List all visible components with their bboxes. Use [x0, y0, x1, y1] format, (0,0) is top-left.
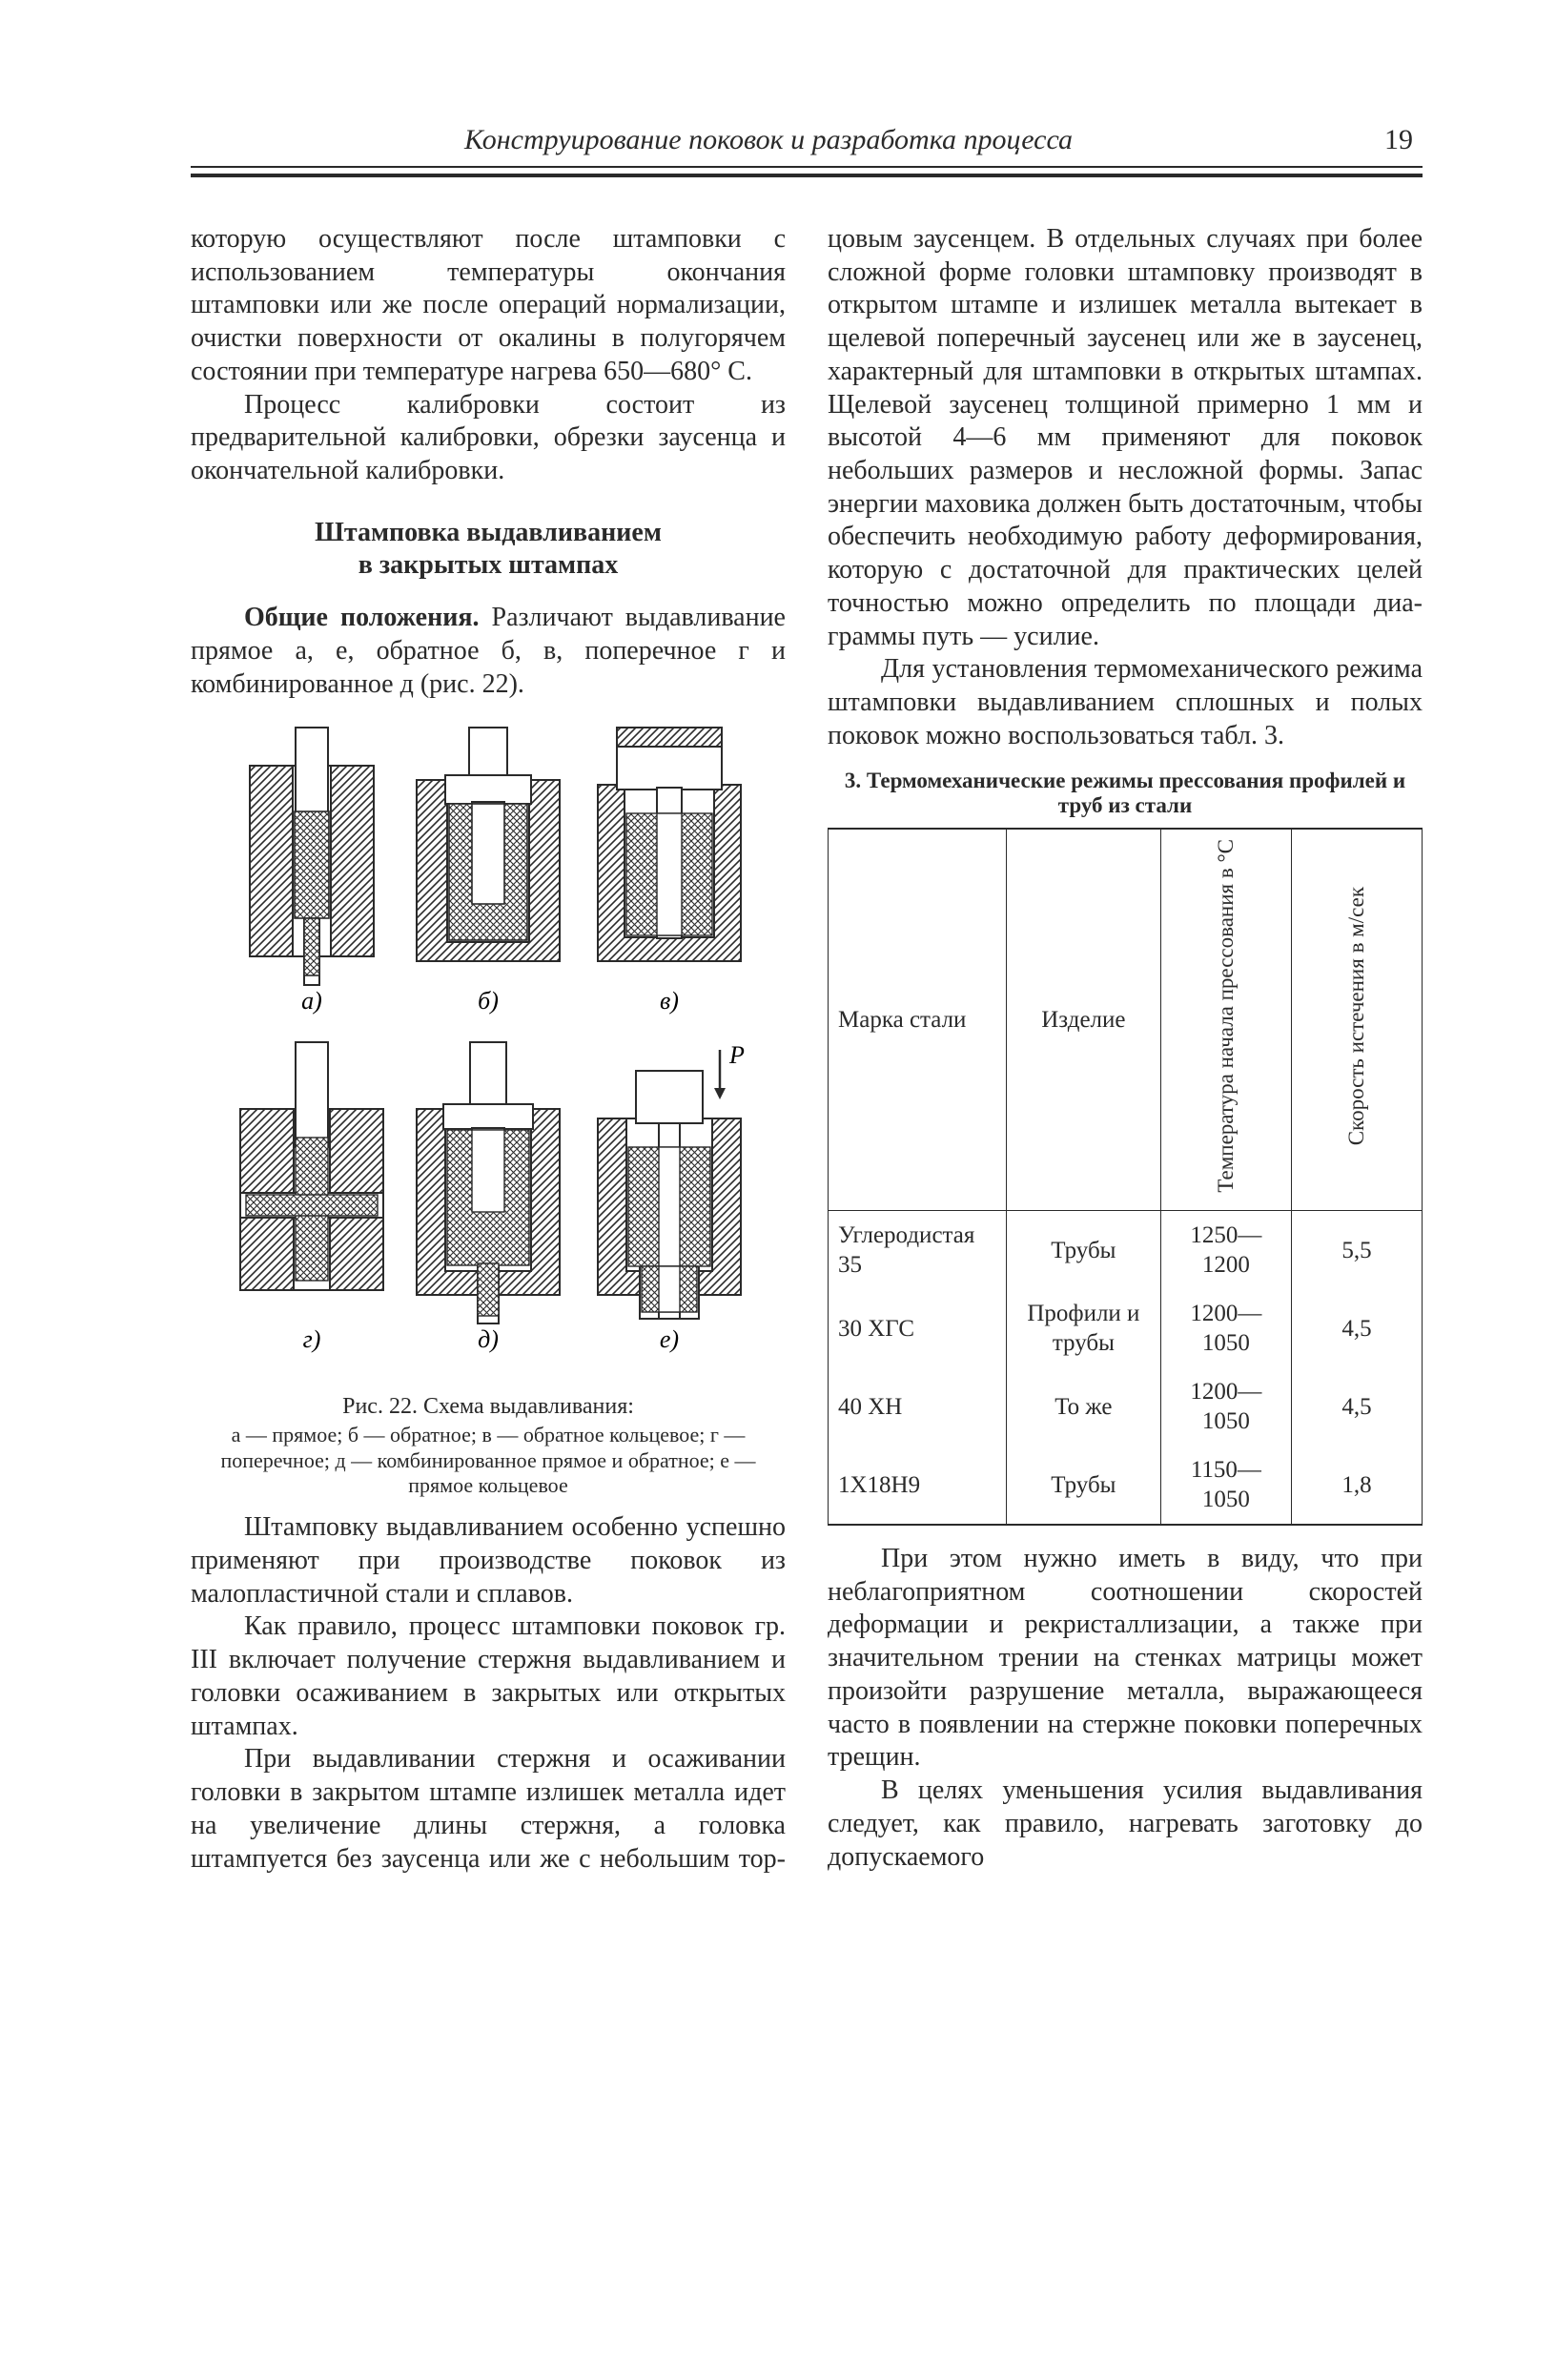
page-number: 19: [1337, 124, 1413, 156]
th-product: Изделие: [1006, 829, 1160, 1210]
cell: Трубы: [1006, 1446, 1160, 1525]
cell: 4,5: [1291, 1289, 1422, 1367]
running-header: Конструирование поковок и разработка про…: [191, 124, 1423, 162]
running-title: Конструирование поковок и разработка про…: [200, 124, 1337, 156]
table-3-caption: 3. Термомеханические режимы прессования …: [828, 769, 1423, 819]
cell: 1200— 1050: [1160, 1289, 1291, 1367]
fig-label-e: е): [660, 1325, 679, 1353]
figure-22-svg: а) б) в): [221, 718, 755, 1385]
figcaption-main: Рис. 22. Схема выдавливания:: [342, 1394, 634, 1419]
cell: 4,5: [1291, 1367, 1422, 1446]
fig-label-d: д): [478, 1325, 499, 1353]
table-3: Марка стали Изделие Температура на­чала …: [828, 828, 1423, 1526]
cell: 1,8: [1291, 1446, 1422, 1525]
left-p5: Как правило, процесс штамповки поковок г…: [191, 1611, 786, 1743]
left-p2: Процесс калибровки состоит из предварите…: [191, 389, 786, 488]
th-temp: Температура на­чала прессова­ния в °С: [1160, 829, 1291, 1210]
body-columns: которую осуществляют после штам­повки с …: [191, 223, 1423, 1876]
right-p2: Для установления термомеханиче­ского реж…: [828, 653, 1423, 752]
fig-label-v: в): [660, 987, 679, 1015]
fig-label-b: б): [478, 987, 499, 1015]
left-p3: Общие положения. Различают вы­давливание…: [191, 602, 786, 701]
cell: 1Х18Н9: [829, 1446, 1007, 1525]
th-speed-text: Скорость исте­чения в м/сек: [1344, 887, 1369, 1145]
cell: 1200— 1050: [1160, 1367, 1291, 1446]
th-speed: Скорость исте­чения в м/сек: [1291, 829, 1422, 1210]
th-temp-text: Температура на­чала прессова­ния в °С: [1214, 839, 1239, 1193]
header-rule-thick: [191, 174, 1423, 177]
fig-label-a: а): [301, 987, 322, 1015]
right-p4: В целях уменьшения усилия выда­вливания …: [828, 1775, 1423, 1874]
fig-label-g: г): [303, 1325, 321, 1353]
cell: 1250— 1200: [1160, 1211, 1291, 1290]
table-row: 40 ХН То же 1200— 1050 4,5: [829, 1367, 1423, 1446]
heading-line-2: в закрытых штампах: [358, 550, 619, 580]
section-heading: Штамповка выдавливанием в закрытых штамп…: [191, 517, 786, 583]
cell: 5,5: [1291, 1211, 1422, 1290]
th-steel: Марка стали: [829, 829, 1007, 1210]
page: Конструирование поковок и разработка про…: [0, 0, 1556, 2380]
cell: Профили и трубы: [1006, 1289, 1160, 1367]
cell: 40 ХН: [829, 1367, 1007, 1446]
table-row: 1Х18Н9 Трубы 1150— 1050 1,8: [829, 1446, 1423, 1525]
left-p4: Штамповку выдавливанием особенно успешно…: [191, 1511, 786, 1611]
cell: 1150— 1050: [1160, 1446, 1291, 1525]
cell: Углеро­дистая 35: [829, 1211, 1007, 1290]
left-p1: которую осуществляют после штам­повки с …: [191, 223, 786, 389]
table-row: 30 ХГС Профили и трубы 1200— 1050 4,5: [829, 1289, 1423, 1367]
table-row: Углеро­дистая 35 Трубы 1250— 1200 5,5: [829, 1211, 1423, 1290]
header-rule-thin: [191, 166, 1423, 168]
figure-22: а) б) в): [191, 718, 786, 1498]
right-p3: При этом нужно иметь в виду, что при неб…: [828, 1543, 1423, 1775]
figcaption-sub: а — прямое; б — обратное; в — обратное к…: [191, 1423, 786, 1498]
cell: То же: [1006, 1367, 1160, 1446]
p3-lead: Общие положения.: [244, 603, 480, 632]
cell: Трубы: [1006, 1211, 1160, 1290]
table-3-block: 3. Термомеханические режимы прессования …: [828, 769, 1423, 1527]
figure-22-caption: Рис. 22. Схема выдавливания: а — прямое;…: [191, 1393, 786, 1498]
fig-arrow-label: P: [728, 1041, 745, 1069]
heading-line-1: Штамповка выдавливанием: [315, 518, 662, 547]
cell: 30 ХГС: [829, 1289, 1007, 1367]
